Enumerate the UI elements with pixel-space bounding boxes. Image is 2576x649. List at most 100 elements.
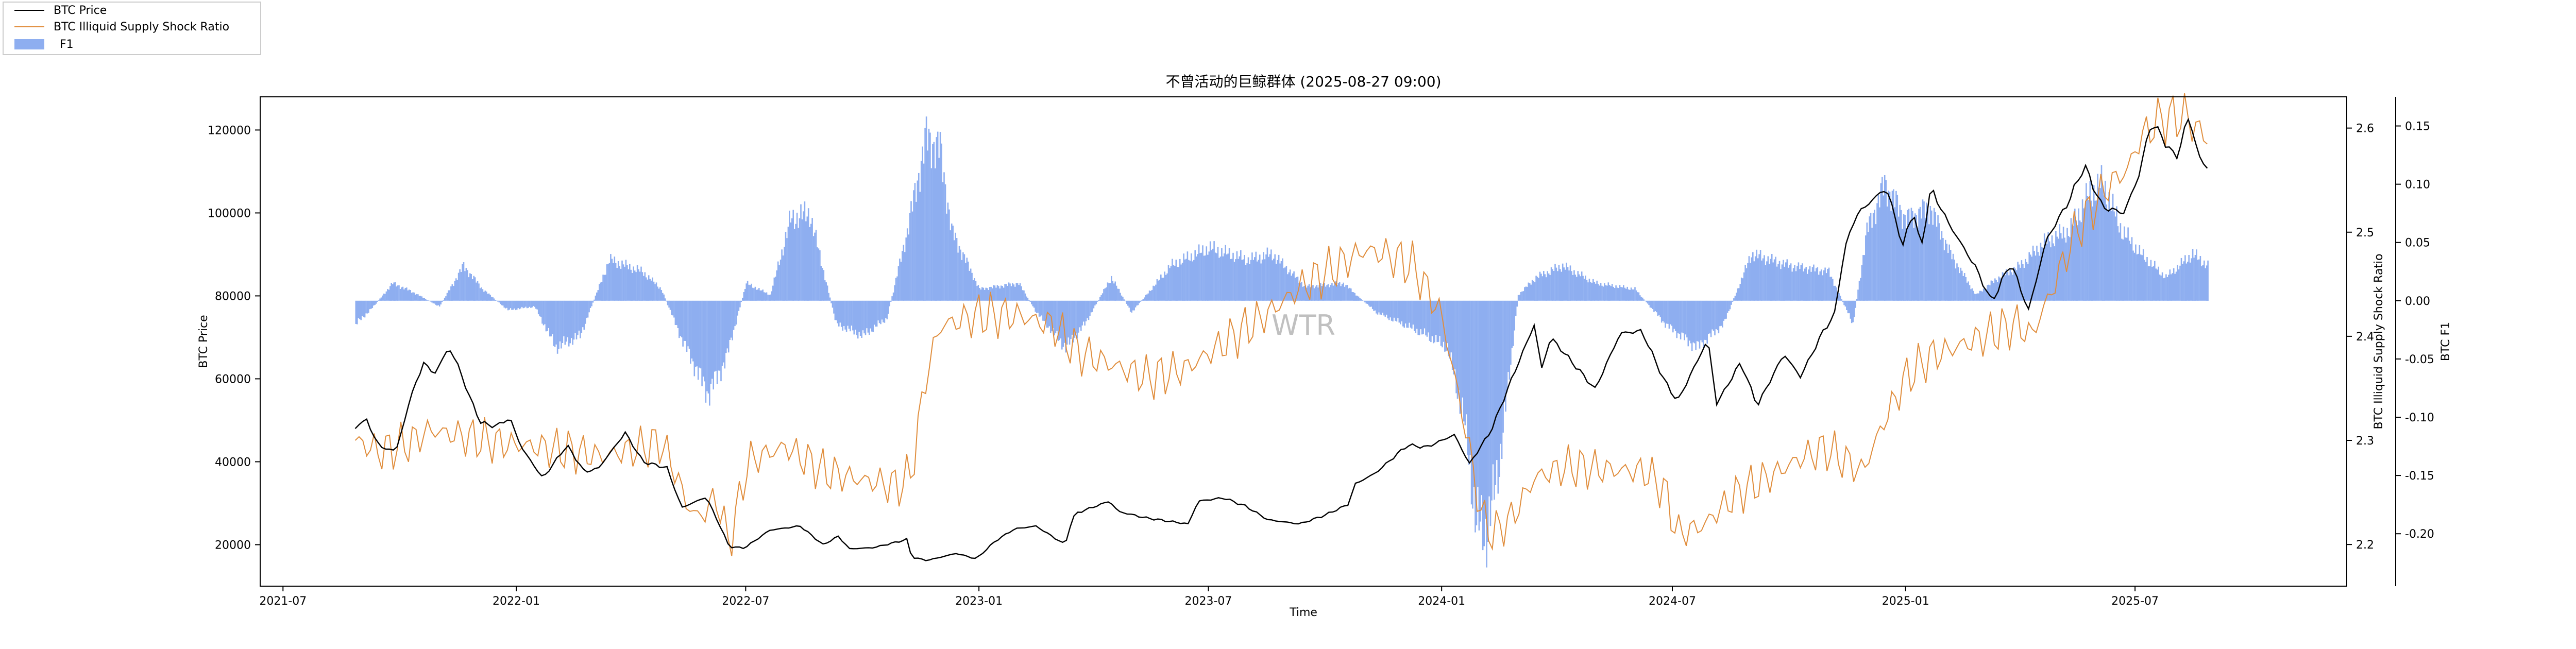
f1-bar — [2191, 258, 2192, 301]
f1-bar — [988, 290, 989, 301]
f1-bar — [1961, 270, 1963, 301]
f1-bar — [427, 300, 429, 301]
f1-bar — [1400, 300, 1401, 324]
f1-bar — [568, 300, 570, 347]
f1-bar — [1547, 271, 1548, 301]
f1-bar — [2084, 207, 2086, 301]
f1-bar — [2099, 188, 2101, 301]
f1-bar — [1458, 300, 1460, 390]
f1-bar — [738, 300, 740, 311]
f1-bar — [608, 263, 611, 301]
f1-bar — [2006, 269, 2007, 301]
f1-bar — [691, 300, 693, 358]
f1-bar — [807, 208, 809, 301]
f1-bar — [1856, 299, 1858, 301]
f1-bar — [692, 300, 694, 362]
f1-bar — [610, 254, 612, 301]
f1-bar — [446, 293, 448, 301]
f1-bar — [894, 285, 895, 301]
f1-bar — [578, 300, 580, 331]
f1-bar — [1520, 292, 1522, 301]
f1-bar — [745, 283, 747, 301]
f1-bar — [1743, 272, 1745, 301]
f1-bar — [847, 300, 849, 326]
y-axis-label: BTC Price — [197, 315, 210, 368]
f1-bar — [1327, 284, 1329, 301]
f1-bar — [476, 282, 477, 301]
f1-bar — [1069, 300, 1071, 345]
f1-bar — [1682, 300, 1684, 334]
f1-bar — [649, 279, 651, 301]
f1-bar — [1828, 267, 1830, 301]
f1-bar — [1463, 300, 1465, 422]
f1-bar — [1089, 300, 1091, 316]
f1-bar — [1990, 280, 1992, 301]
f1-bar — [474, 277, 476, 301]
f1-bar — [2007, 271, 2009, 301]
f1-bar — [1179, 259, 1181, 301]
f1-bar — [806, 216, 808, 301]
f1-bar — [977, 285, 979, 301]
f1-bar — [2160, 275, 2162, 301]
f1-bar — [471, 279, 473, 301]
f1-bar — [1218, 258, 1220, 301]
f1-bar — [1292, 273, 1294, 301]
f1-bar — [1434, 300, 1435, 343]
f1-bar — [930, 168, 933, 301]
f1-bar — [1668, 300, 1670, 329]
f1-bar — [391, 283, 392, 301]
f1-bar — [1715, 300, 1717, 329]
f1-bar — [960, 249, 961, 301]
f1-bar — [1003, 287, 1005, 301]
f1-bar — [2029, 254, 2031, 301]
f1-bar — [998, 286, 999, 301]
f1-bar — [1809, 266, 1811, 301]
f1-bar — [1291, 276, 1292, 301]
f1-bar — [1484, 300, 1486, 519]
f1-bar — [636, 265, 638, 301]
f1-bar — [1023, 290, 1025, 301]
f1-bar — [624, 266, 625, 301]
f1-bar — [1181, 263, 1183, 301]
f1-bar — [1738, 288, 1740, 301]
f1-bar — [435, 300, 437, 305]
f1-bar — [503, 300, 505, 308]
f1-bar — [732, 300, 733, 340]
f1-bar — [877, 300, 879, 321]
f1-bar — [1263, 252, 1264, 301]
f1-bar — [814, 232, 816, 301]
f1-bar — [1709, 300, 1710, 334]
f1-bar — [758, 288, 760, 301]
f1-bar — [1491, 300, 1493, 501]
f1-bar — [1123, 299, 1125, 301]
f1-bar — [1212, 248, 1214, 301]
legend-label-f1: F1 — [60, 38, 74, 51]
f1-bar — [1568, 270, 1570, 301]
f1-bar — [1806, 274, 1808, 301]
f1-bar — [1098, 300, 1099, 301]
f1-bar — [562, 300, 564, 343]
f1-bar — [548, 300, 550, 328]
y3-axis-label: BTC F1 — [2439, 322, 2452, 361]
f1-bar — [1753, 261, 1755, 301]
f1-bar — [1904, 215, 1906, 301]
f1-bar — [1325, 286, 1327, 301]
f1-bar — [913, 190, 914, 301]
f1-bar — [1938, 223, 1940, 301]
f1-bar — [1162, 278, 1164, 301]
f1-bar — [2069, 237, 2071, 301]
f1-bar — [1370, 300, 1372, 307]
f1-bar — [1552, 269, 1553, 301]
f1-bar — [2002, 272, 2004, 301]
f1-bar — [1657, 300, 1659, 316]
f1-bar — [1771, 254, 1773, 301]
f1-bar — [1838, 293, 1840, 301]
f1-bar — [1606, 285, 1608, 301]
f1-bar — [1297, 277, 1299, 301]
f1-bar — [1012, 283, 1013, 301]
f1-bar — [1301, 282, 1302, 301]
f1-bar — [2193, 258, 2195, 301]
f1-bar — [465, 268, 467, 301]
f1-bar — [1665, 300, 1666, 328]
f1-bar — [384, 294, 386, 301]
